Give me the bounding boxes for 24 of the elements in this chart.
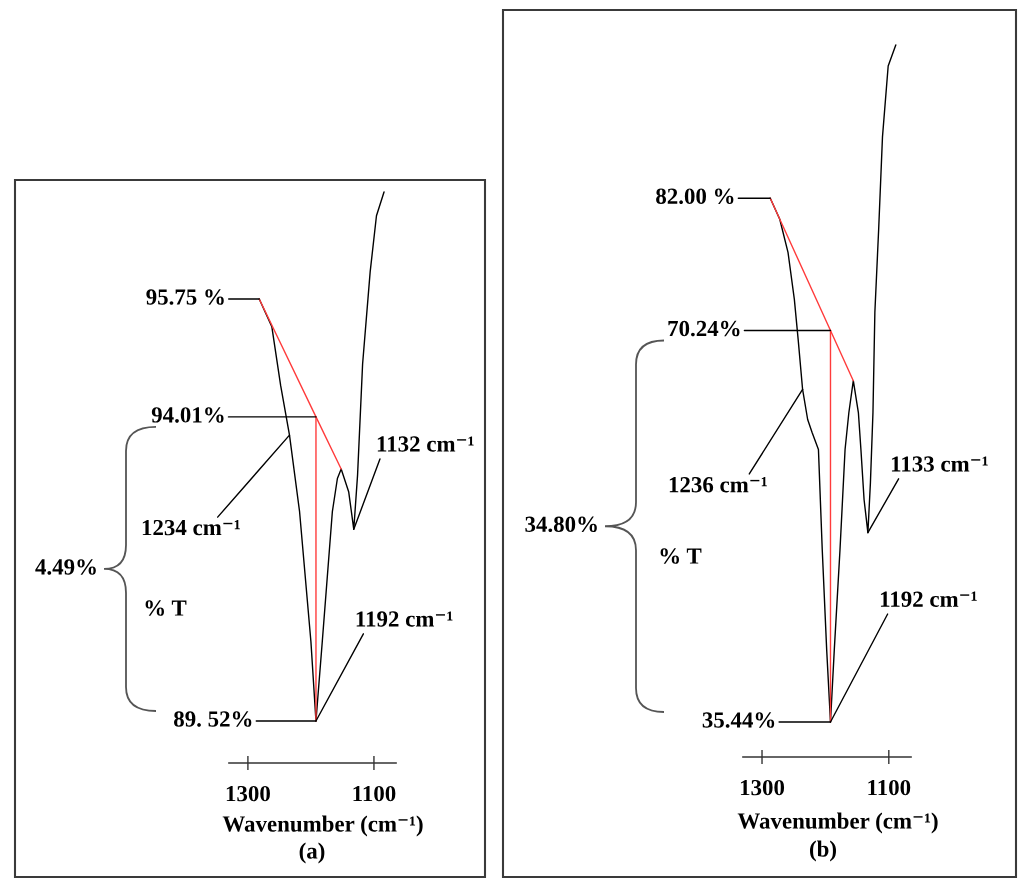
annotation: 1132 cm⁻¹ [377, 436, 474, 452]
x-tick-label: 1300 [740, 779, 785, 796]
data-label: 94.01% [151, 407, 224, 423]
text: (a) [299, 842, 325, 864]
x-axis-title: Wavenumber (cm⁻¹) [737, 812, 938, 834]
annotation: 1192 cm⁻¹ [880, 591, 977, 607]
annotation: 1192 cm⁻¹ [356, 611, 453, 627]
x-axis-title: Wavenumber (cm⁻¹) [222, 815, 423, 837]
annotation: 1236 cm⁻¹ [669, 477, 767, 493]
annotation: 1234 cm⁻¹ [142, 519, 240, 536]
y-axis-title: % T [660, 548, 702, 564]
text: (b) [810, 840, 836, 862]
x-tick-label: 1100 [353, 785, 396, 802]
x-tick-label: 1100 [868, 779, 911, 796]
y-axis-title: % T [145, 600, 187, 616]
x-tick-label: 1300 [226, 785, 270, 802]
annotation: 89. 52% [174, 711, 252, 727]
data-label: 35.44% [702, 712, 775, 728]
text: 4.49% [35, 559, 96, 575]
data-label: 70.24% [668, 320, 740, 337]
data-label: 82.00 % [656, 188, 734, 205]
text: 34.80% [525, 516, 597, 533]
data-label: 95.75 % [146, 289, 224, 305]
annotation: 1133 cm⁻¹ [891, 456, 988, 472]
